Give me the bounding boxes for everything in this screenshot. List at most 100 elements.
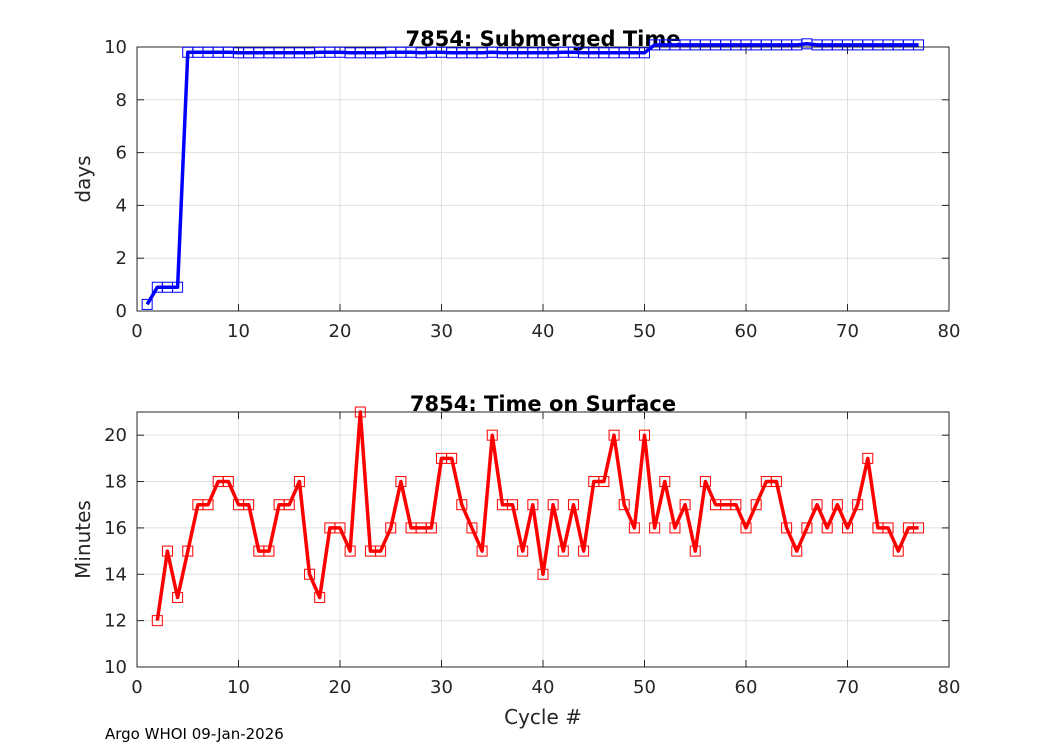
bottom-x-axis-label: Cycle # (504, 705, 582, 729)
top-xtick-label-6: 60 (735, 321, 758, 342)
bottom-data-marker-66 (801, 522, 813, 534)
top-data-marker-77 (913, 39, 925, 51)
bottom-data-marker-53 (669, 522, 681, 534)
top-data-marker-4 (172, 281, 184, 293)
bottom-data-marker-70 (842, 522, 853, 534)
bottom-data-marker-15 (283, 499, 295, 511)
bottom-data-marker-64 (781, 522, 793, 534)
bottom-data-marker-51 (649, 522, 661, 534)
top-ytick-label-0: 0 (116, 301, 127, 322)
bottom-xtick-label-8: 80 (938, 677, 961, 698)
bottom-data-marker-21 (344, 545, 356, 557)
bottom-data-marker-71 (852, 499, 864, 511)
bottom-data-marker-22 (354, 406, 366, 418)
top-ytick-label-5: 10 (104, 37, 127, 58)
top-xtick-label-2: 20 (329, 321, 352, 342)
bottom-chart-title: 7854: Time on Surface (410, 392, 676, 416)
top-xtick-label-1: 10 (227, 321, 250, 342)
bottom-data-marker-32 (456, 499, 468, 511)
bottom-data-marker-38 (517, 545, 529, 557)
bottom-data-marker-20 (334, 522, 346, 534)
bottom-ytick-label-0: 10 (104, 657, 127, 678)
bottom-data-marker-25 (385, 522, 397, 534)
top-xtick-label-7: 70 (836, 321, 859, 342)
bottom-data-marker-61 (750, 499, 762, 511)
bottom-ytick-label-2: 14 (104, 564, 127, 585)
top-chart-title: 7854: Submerged Time (405, 27, 680, 51)
top-xtick-label-0: 0 (131, 321, 142, 342)
bottom-data-marker-35 (486, 429, 498, 441)
bottom-y-axis-label: Minutes (71, 500, 95, 579)
bottom-data-marker-34 (476, 545, 488, 557)
bottom-data-marker-39 (527, 499, 539, 511)
bottom-data-marker-29 (425, 522, 437, 534)
bottom-data-marker-17 (304, 568, 316, 580)
bottom-xtick-label-4: 40 (532, 677, 555, 698)
top-xtick-label-4: 40 (532, 321, 555, 342)
bottom-data-marker-77 (913, 522, 925, 534)
top-ytick-label-4: 8 (116, 90, 127, 111)
bottom-data-marker-4 (172, 591, 184, 603)
bottom-data-marker-55 (689, 545, 701, 557)
bottom-data-marker-60 (740, 522, 752, 534)
bottom-data-marker-31 (446, 452, 458, 464)
bottom-data-marker-50 (639, 429, 650, 441)
bottom-data-marker-47 (608, 429, 620, 441)
bottom-data-marker-16 (293, 476, 305, 488)
bottom-xtick-label-1: 10 (227, 677, 250, 698)
bottom-data-marker-40 (537, 568, 549, 580)
bottom-data-marker-42 (557, 545, 569, 557)
submerged-time-chart: 0 10 20 30 40 50 60 70 80 0 2 4 6 8 10 7854: Submerged … (71, 27, 960, 342)
bottom-xtick-label-3: 30 (430, 677, 453, 698)
bottom-data-marker-44 (578, 545, 590, 557)
top-xtick-label-5: 50 (633, 321, 656, 342)
bottom-data-marker-67 (811, 499, 823, 511)
bottom-ytick-label-4: 18 (104, 472, 127, 493)
bottom-data-marker-3 (161, 545, 173, 557)
bottom-data-marker-24 (375, 545, 387, 557)
footer-credit: Argo WHOI 09-Jan-2026 (105, 725, 284, 743)
bottom-xtick-label-6: 60 (735, 677, 758, 698)
bottom-data-marker-69 (831, 499, 843, 511)
bottom-data-marker-74 (882, 522, 894, 534)
bottom-data-marker-9 (222, 476, 234, 488)
bottom-data-marker-11 (243, 499, 255, 511)
bottom-data-marker-33 (466, 522, 478, 534)
bottom-xtick-label-5: 50 (633, 677, 656, 698)
bottom-data-marker-5 (182, 545, 194, 557)
bottom-data-marker-63 (770, 476, 782, 488)
bottom-data-marker-18 (314, 591, 326, 603)
bottom-data-marker-68 (821, 522, 833, 534)
bottom-data-marker-48 (618, 499, 630, 511)
bottom-xtick-label-0: 0 (131, 677, 142, 698)
bottom-data-marker-26 (395, 476, 407, 488)
bottom-ytick-label-3: 16 (104, 518, 127, 539)
top-xtick-label-3: 30 (430, 321, 453, 342)
bottom-data-marker-46 (598, 476, 610, 488)
bottom-data-marker-41 (547, 499, 559, 511)
bottom-xtick-label-2: 20 (329, 677, 352, 698)
top-ytick-label-1: 2 (116, 248, 127, 269)
bottom-data-marker-43 (567, 499, 579, 511)
top-ytick-label-2: 4 (116, 195, 127, 216)
bottom-data-marker-13 (263, 545, 275, 557)
bottom-data-marker-59 (730, 499, 742, 511)
bottom-xtick-label-7: 70 (836, 677, 859, 698)
bottom-data-marker-52 (659, 476, 671, 488)
bottom-data-marker-56 (699, 476, 711, 488)
top-data-marker-50 (639, 47, 650, 59)
top-data-marker-1 (141, 298, 153, 310)
top-ytick-label-3: 6 (116, 143, 127, 164)
bottom-data-marker-54 (679, 499, 691, 511)
bottom-ytick-label-5: 20 (104, 425, 127, 446)
bottom-data-marker-75 (892, 545, 904, 557)
bottom-data-marker-2 (151, 615, 163, 627)
bottom-data-marker-72 (862, 452, 874, 464)
bottom-data-marker-49 (628, 522, 640, 534)
bottom-data-marker-65 (791, 545, 803, 557)
bottom-ytick-label-1: 12 (104, 611, 127, 632)
bottom-data-marker-37 (507, 499, 519, 511)
top-xtick-label-8: 80 (938, 321, 961, 342)
